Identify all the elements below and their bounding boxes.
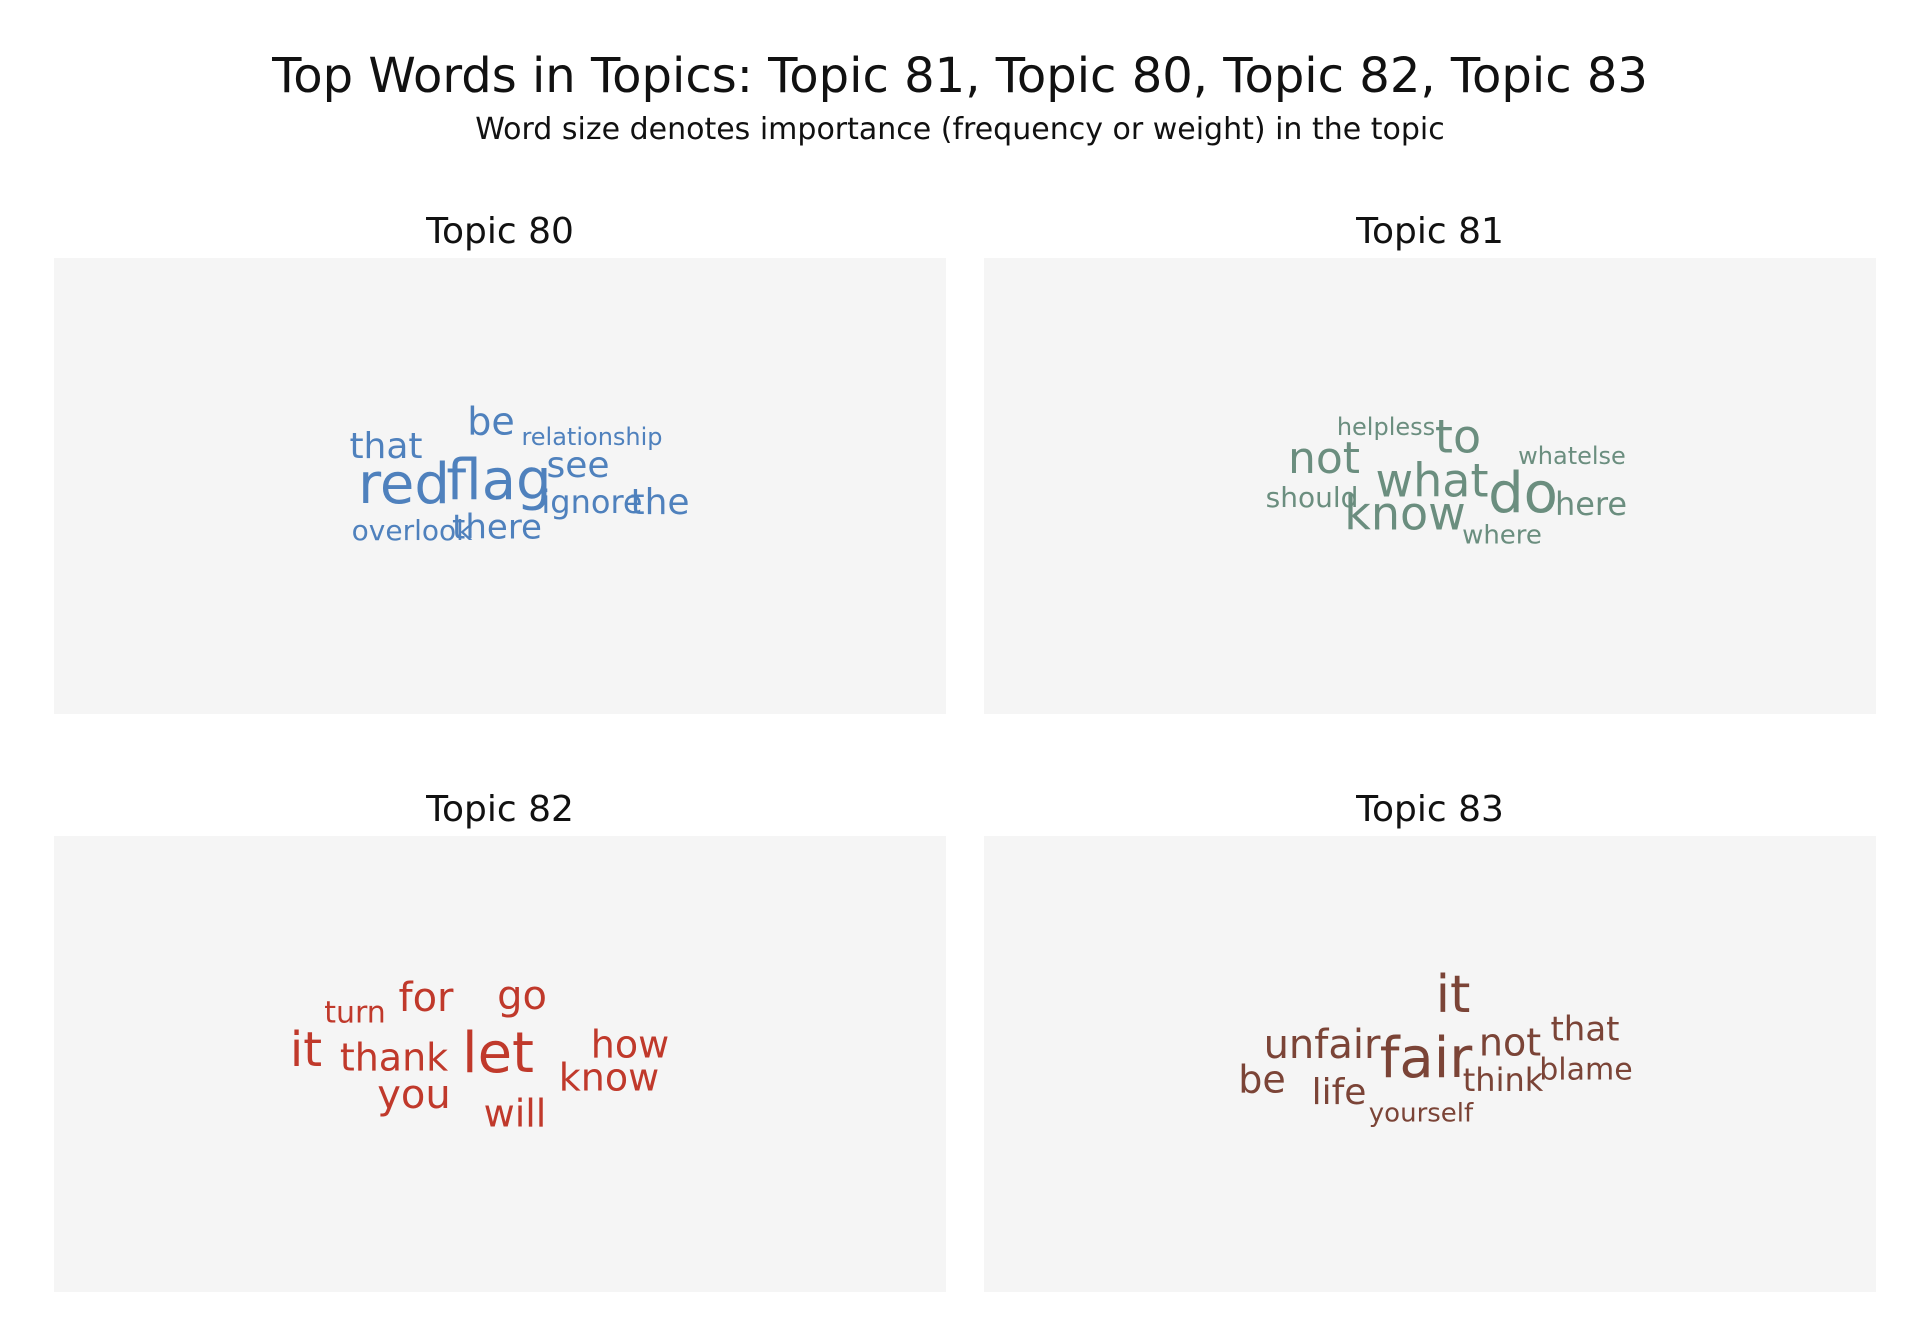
cloud-word: let [462, 1021, 534, 1086]
cloud-word: overlook [352, 514, 473, 547]
cloud-word: not [1479, 1021, 1541, 1065]
topic-panel: Topic 83 fair it unfair not be life that think b… [984, 780, 1876, 1292]
chart-subtitle: Word size denotes importance (frequency … [475, 112, 1445, 147]
cloud-word: do [1488, 461, 1558, 526]
cloud-word: here [1555, 485, 1627, 523]
cloud-word: red [358, 452, 450, 517]
cloud-word: the [630, 482, 689, 523]
cloud-word: it [290, 1022, 322, 1078]
cloud-word: ignore [541, 483, 642, 521]
cloud-word: that [1550, 1010, 1619, 1050]
panel-title: Topic 82 [426, 789, 574, 830]
chart-title: Top Words in Topics: Topic 81, Topic 80,… [272, 48, 1648, 104]
panel-title: Topic 81 [1356, 211, 1504, 252]
topic-panel: Topic 82 let it you for go how know thank will tu… [54, 780, 946, 1292]
cloud-word: know [1344, 487, 1466, 541]
cloud-word: yourself [1369, 1099, 1474, 1129]
cloud-word: for [399, 975, 455, 1021]
wordcloud-area: let it you for go how know thank will turn [54, 836, 946, 1292]
cloud-word: it [1436, 965, 1471, 1025]
cloud-word: fair [1380, 1026, 1474, 1091]
cloud-word: life [1312, 1072, 1367, 1113]
cloud-word: you [377, 1072, 451, 1118]
cloud-word: think [1463, 1061, 1544, 1099]
chart-header: Top Words in Topics: Topic 81, Topic 80,… [0, 48, 1920, 150]
panel-title: Topic 80 [426, 211, 574, 252]
cloud-word: whatelse [1518, 442, 1626, 470]
cloud-word: unfair [1264, 1022, 1381, 1068]
topic-panel: Topic 81 do what know to not here should where w… [984, 202, 1876, 714]
cloud-word: thank [340, 1036, 448, 1080]
wordcloud-area: red flag be that see the ignore there overlook re… [54, 258, 946, 714]
cloud-word: be [1238, 1058, 1286, 1102]
cloud-word: to [1435, 410, 1481, 464]
cloud-word: be [467, 400, 515, 444]
cloud-word: blame [1539, 1053, 1632, 1088]
cloud-word: where [1462, 521, 1542, 551]
cloud-word: how [591, 1023, 669, 1067]
cloud-word: know [559, 1056, 659, 1100]
cloud-word: there [452, 508, 542, 548]
cloud-word: see [546, 445, 609, 486]
cloud-word: go [497, 973, 547, 1019]
cloud-word: helpless [1337, 413, 1435, 441]
cloud-word: flag [446, 448, 551, 513]
cloud-word: that [349, 426, 422, 467]
panel-title: Topic 83 [1356, 789, 1504, 830]
topic-panel: Topic 80 red flag be that see the ignore there o… [54, 202, 946, 714]
cloud-word: not [1288, 433, 1360, 484]
cloud-word: what [1375, 454, 1488, 508]
wordcloud-area: fair it unfair not be life that think blame yours… [984, 836, 1876, 1292]
wordcloud-area: do what know to not here should where whatelse he… [984, 258, 1876, 714]
cloud-word: will [484, 1092, 547, 1136]
cloud-word: turn [324, 996, 386, 1031]
cloud-word: relationship [521, 423, 662, 451]
cloud-word: should [1266, 481, 1359, 514]
